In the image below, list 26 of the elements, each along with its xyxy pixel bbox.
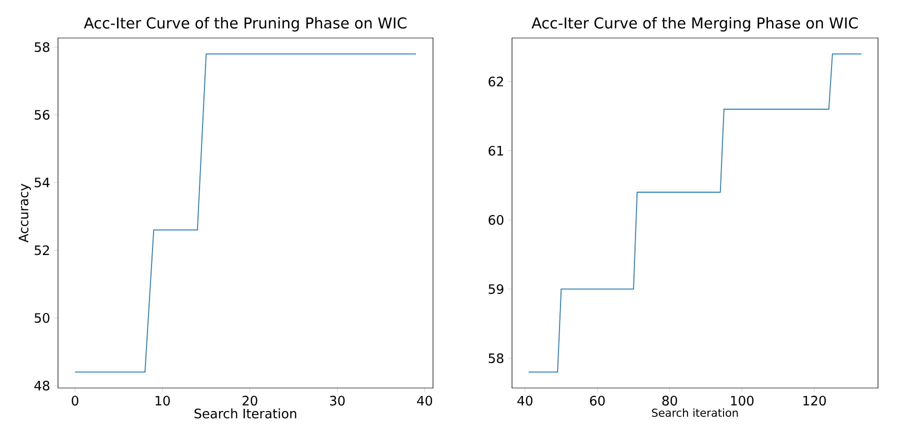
x-axis-title: Search Iteration bbox=[194, 408, 296, 418]
y-tick-label: 54 bbox=[34, 178, 50, 188]
y-tick-label: 58 bbox=[488, 353, 504, 364]
x-tick-label: 0 bbox=[72, 396, 78, 406]
y-tick-label: 48 bbox=[34, 380, 50, 391]
x-tick-label: 100 bbox=[731, 396, 754, 406]
x-tick-label: 60 bbox=[590, 396, 605, 406]
y-tick-label: 60 bbox=[488, 215, 504, 225]
x-tick-label: 30 bbox=[330, 396, 345, 406]
x-tick-label: 10 bbox=[156, 396, 170, 406]
y-tick-label: 59 bbox=[488, 284, 504, 294]
y-tick-label: 52 bbox=[34, 245, 49, 256]
y-tick-label: 61 bbox=[488, 146, 504, 156]
y-tick-label: 56 bbox=[34, 110, 50, 120]
chart-title: Acc-Iter Curve of the Pruning Phase on WIC bbox=[84, 17, 406, 32]
x-tick-label: 20 bbox=[242, 396, 258, 406]
y-tick-label: 62 bbox=[488, 76, 503, 86]
x-tick-label: 40 bbox=[417, 396, 432, 406]
x-tick-label: 120 bbox=[803, 396, 826, 406]
chart-title: Acc-Iter Curve of the Merging Phase on WIC bbox=[532, 17, 858, 32]
y-axis-title: Accuracy bbox=[18, 184, 31, 242]
y-tick-label: 58 bbox=[34, 42, 50, 52]
x-axis-title: Search iteration bbox=[652, 408, 738, 417]
y-tick-label: 50 bbox=[34, 313, 50, 323]
x-tick-label: 80 bbox=[662, 396, 678, 406]
x-tick-label: 40 bbox=[517, 396, 532, 406]
